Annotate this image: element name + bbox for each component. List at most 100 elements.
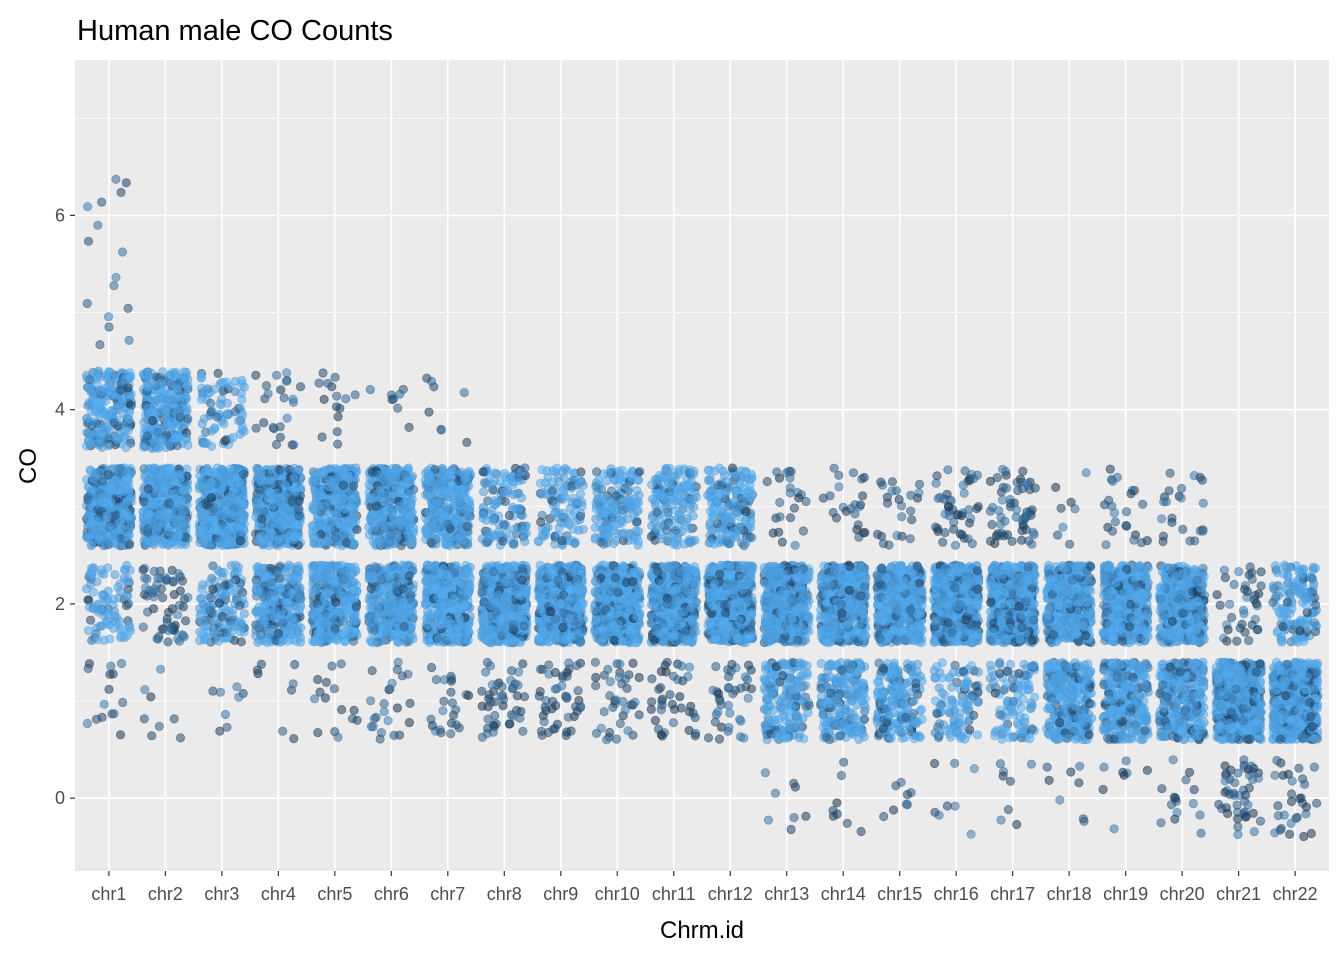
data-point: [314, 513, 322, 521]
data-point: [164, 627, 172, 635]
data-point: [104, 470, 112, 478]
data-point: [347, 610, 355, 618]
data-point: [340, 575, 348, 583]
data-point: [126, 494, 134, 502]
data-point: [83, 203, 91, 211]
data-point: [196, 538, 204, 546]
data-point: [176, 734, 184, 742]
data-point: [159, 368, 167, 376]
data-point: [369, 571, 377, 579]
data-point: [282, 377, 290, 385]
data-point: [405, 423, 413, 431]
data-point: [167, 380, 175, 388]
data-point: [386, 474, 394, 482]
data-point: [93, 398, 101, 406]
data-point: [84, 626, 92, 634]
data-point: [330, 496, 338, 504]
data-point: [325, 483, 333, 491]
data-point: [334, 412, 342, 420]
data-point: [275, 466, 283, 474]
data-point: [370, 626, 378, 634]
data-point: [279, 727, 287, 735]
data-point: [236, 537, 244, 545]
data-point: [367, 722, 375, 730]
data-point: [370, 524, 378, 532]
data-point: [174, 569, 182, 577]
data-point: [227, 523, 235, 531]
data-point: [252, 371, 260, 379]
data-point: [140, 715, 148, 723]
data-point: [104, 587, 112, 595]
data-point: [164, 528, 172, 536]
data-point: [123, 577, 131, 585]
data-point: [405, 718, 413, 726]
data-point: [106, 498, 114, 506]
data-point: [170, 715, 178, 723]
data-point: [393, 585, 401, 593]
data-point: [352, 464, 360, 472]
data-point: [127, 373, 135, 381]
data-point: [308, 587, 316, 595]
data-point: [293, 581, 301, 589]
data-point: [110, 419, 118, 427]
data-point: [331, 373, 339, 381]
chart-title: Human male CO Counts: [77, 15, 393, 47]
data-point: [115, 464, 123, 472]
data-point: [203, 501, 211, 509]
data-point: [369, 638, 377, 646]
data-point: [95, 534, 103, 542]
data-point: [172, 434, 180, 442]
data-point: [115, 617, 123, 625]
data-point: [316, 614, 324, 622]
data-point: [271, 595, 279, 603]
data-point: [404, 475, 412, 483]
data-point: [95, 425, 103, 433]
data-point: [377, 585, 385, 593]
data-point: [366, 598, 374, 606]
data-point: [266, 476, 274, 484]
data-point: [176, 470, 184, 478]
data-point: [237, 515, 245, 523]
data-point: [105, 635, 113, 643]
data-point: [380, 700, 388, 708]
data-point: [170, 590, 178, 598]
data-point: [165, 499, 173, 507]
data-point: [262, 381, 270, 389]
data-point: [119, 698, 127, 706]
data-point: [210, 629, 218, 637]
data-point: [109, 595, 117, 603]
data-point: [377, 576, 385, 584]
data-point: [318, 433, 326, 441]
data-point: [265, 572, 273, 580]
data-point: [156, 476, 164, 484]
data-point: [86, 440, 94, 448]
data-point: [309, 476, 317, 484]
data-point: [107, 481, 115, 489]
data-point: [124, 427, 132, 435]
data-point: [257, 631, 265, 639]
data-point: [102, 619, 110, 627]
data-point: [315, 502, 323, 510]
data-point: [272, 440, 280, 448]
data-point: [406, 512, 414, 520]
data-point: [253, 564, 261, 572]
data-point: [274, 629, 282, 637]
data-point: [117, 659, 125, 667]
data-point: [122, 443, 130, 451]
data-point: [383, 602, 391, 610]
data-point: [219, 379, 227, 387]
data-point: [82, 533, 90, 541]
data-point: [111, 570, 119, 578]
data-point: [365, 481, 373, 489]
data-point: [214, 369, 222, 377]
data-point: [345, 517, 353, 525]
data-point: [381, 523, 389, 531]
data-point: [113, 434, 121, 442]
data-point: [341, 597, 349, 605]
data-point: [140, 574, 148, 582]
data-point: [325, 465, 333, 473]
data-point: [308, 562, 316, 570]
data-point: [262, 592, 270, 600]
data-point: [316, 627, 324, 635]
data-point: [101, 608, 109, 616]
